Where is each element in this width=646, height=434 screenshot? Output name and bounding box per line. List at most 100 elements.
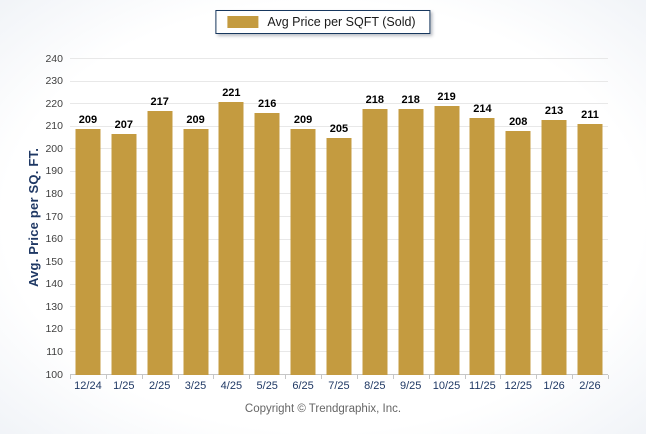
y-tick-label: 170 (45, 210, 63, 223)
x-tick-label: 9/25 (399, 380, 422, 392)
bar-value-label: 207 (114, 118, 133, 131)
x-tick-label: 12/25 (504, 380, 532, 392)
bar-slot: 207 (106, 59, 142, 375)
bar-slot: 213 (536, 59, 572, 375)
x-axis-tick (105, 375, 107, 379)
bar-value-label: 221 (222, 86, 241, 99)
y-tick-label: 180 (45, 187, 63, 200)
bar-value-label: 209 (78, 113, 98, 126)
bar-slot: 211 (572, 59, 608, 375)
x-tick-label: 2/25 (148, 380, 171, 392)
x-axis-tick (428, 375, 430, 379)
x-axis-tick (500, 375, 502, 379)
x-tick-label: 6/25 (292, 380, 314, 392)
x-tick-label: 2/26 (579, 380, 601, 392)
x-axis-tick (572, 375, 574, 379)
y-tick-label: 200 (45, 142, 63, 155)
legend: Avg Price per SQFT (Sold) (215, 10, 431, 34)
y-tick-label: 150 (45, 255, 63, 268)
x-axis-tick (464, 375, 466, 379)
bar-value-label: 214 (473, 102, 492, 115)
bar-slot: 216 (249, 59, 285, 375)
y-axis-title: Avg. Price per SQ. FT. (26, 147, 41, 287)
bar-value-label: 216 (258, 98, 277, 111)
bar[interactable] (469, 117, 495, 375)
legend-label: Avg Price per SQFT (Sold) (267, 15, 416, 29)
bar[interactable] (290, 128, 316, 375)
bar[interactable] (75, 128, 101, 375)
y-tick-label: 230 (45, 75, 63, 88)
x-axis-tick (213, 375, 215, 379)
bar-slot: 221 (213, 59, 249, 375)
bar[interactable] (362, 108, 388, 375)
y-tick-label: 160 (45, 233, 63, 246)
bar-value-label: 218 (401, 93, 420, 106)
gridline: 210 (45, 120, 608, 132)
x-axis-tick (177, 375, 179, 379)
x-tick-label: 4/25 (220, 380, 243, 392)
gridline: 240 (45, 53, 608, 65)
bar-value-label: 211 (581, 109, 599, 122)
gridline: 220 (45, 98, 608, 110)
bar[interactable] (505, 131, 531, 375)
x-axis-tick (70, 375, 71, 379)
bar[interactable] (147, 110, 173, 375)
x-tick-label: 11/25 (469, 380, 496, 392)
bar[interactable] (183, 128, 208, 375)
x-axis-tick (356, 375, 358, 379)
x-tick-label: 8/25 (364, 380, 386, 392)
bar-value-label: 208 (509, 116, 528, 129)
bar[interactable] (398, 108, 424, 375)
x-axis-tick (536, 375, 538, 379)
bar-slot: 219 (429, 59, 465, 375)
bar-slot: 218 (393, 59, 429, 375)
bar-value-label: 219 (437, 91, 456, 104)
bar-slot: 218 (357, 59, 393, 375)
y-tick-label: 240 (45, 52, 63, 65)
y-tick-label: 130 (45, 300, 63, 313)
y-tick-label: 120 (45, 323, 63, 336)
bar[interactable] (111, 133, 137, 375)
bar-value-label: 218 (365, 93, 384, 106)
x-axis-tick (285, 375, 287, 379)
x-tick-label: 10/25 (432, 380, 461, 392)
bar-value-label: 209 (293, 113, 313, 126)
x-tick-label: 7/25 (328, 380, 350, 392)
copyright-text: Copyright © Trendgraphix, Inc. (244, 403, 402, 415)
bars-row: 209 207 217 209 221 216 209 205 218 218 219 214 208 2… (70, 59, 608, 375)
y-tick-label: 110 (46, 345, 63, 358)
x-axis-tick (608, 375, 609, 379)
bar[interactable] (577, 124, 603, 375)
x-axis-tick (392, 375, 394, 379)
bar[interactable] (326, 138, 352, 375)
x-tick-label: 5/25 (256, 380, 278, 392)
bar-slot: 208 (500, 59, 536, 375)
y-tick-label: 140 (45, 278, 63, 291)
bar[interactable] (254, 113, 280, 375)
y-tick-label: 210 (45, 120, 63, 133)
bar-slot: 214 (464, 59, 500, 375)
y-tick-label: 100 (45, 368, 63, 381)
y-tick-label: 220 (45, 97, 63, 110)
x-axis-tick (321, 375, 323, 379)
x-tick-label: 3/25 (184, 380, 207, 392)
bar[interactable] (218, 101, 244, 375)
bar-value-label: 205 (329, 123, 349, 135)
bar-value-label: 213 (544, 104, 564, 117)
x-tick-label: 12/24 (74, 380, 102, 392)
legend-swatch-icon (227, 16, 259, 28)
x-axis-tick (141, 375, 143, 379)
plot-area: 100 110 120 130 140 150 160 170 180 190 200 210 220 2… (45, 53, 609, 381)
bar-slot: 217 (142, 59, 178, 375)
x-tick-label: 1/25 (113, 380, 135, 392)
bar[interactable] (434, 106, 460, 375)
bar-value-label: 209 (186, 113, 205, 126)
x-axis-tick (249, 375, 251, 379)
y-tick-label: 190 (45, 165, 63, 178)
gridline: 230 (45, 75, 608, 87)
bar-slot: 209 (70, 59, 106, 375)
bar[interactable] (541, 119, 567, 375)
bar-value-label: 217 (150, 95, 169, 108)
bar-slot: 209 (285, 59, 321, 375)
